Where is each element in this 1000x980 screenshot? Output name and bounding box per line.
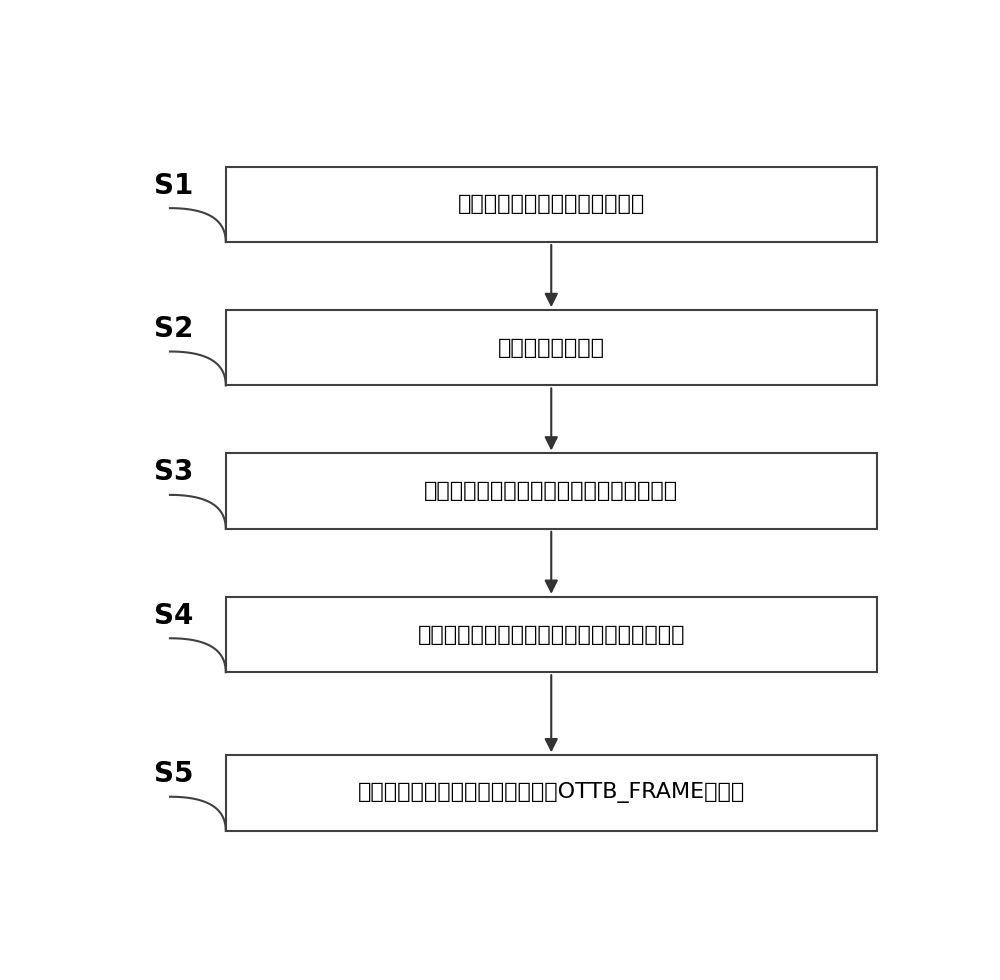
Text: 完成光总线终端控制器配置，完成冷启动过程: 完成光总线终端控制器配置，完成冷启动过程 [418,624,685,645]
Bar [226,756,877,831]
Text: S2: S2 [154,315,194,343]
Text: S3: S3 [154,459,194,486]
Bar [226,454,877,529]
Text: 等待生成链路拓扑和链路时间参数测量完成: 等待生成链路拓扑和链路时间参数测量完成 [424,481,678,501]
Bar [226,597,877,672]
Bar [226,167,877,242]
Text: 打开状态控制逻辑: 打开状态控制逻辑 [498,338,605,358]
Bar [226,310,877,385]
Text: 维护链路拓扑，并按照计划表进行OTTB_FRAME的传输: 维护链路拓扑，并按照计划表进行OTTB_FRAME的传输 [358,782,745,804]
Text: S4: S4 [154,602,194,629]
Text: S5: S5 [154,760,194,788]
Text: 设备初始化，加载状态控制单元: 设备初始化，加载状态控制单元 [458,194,645,215]
Text: S1: S1 [154,172,194,200]
